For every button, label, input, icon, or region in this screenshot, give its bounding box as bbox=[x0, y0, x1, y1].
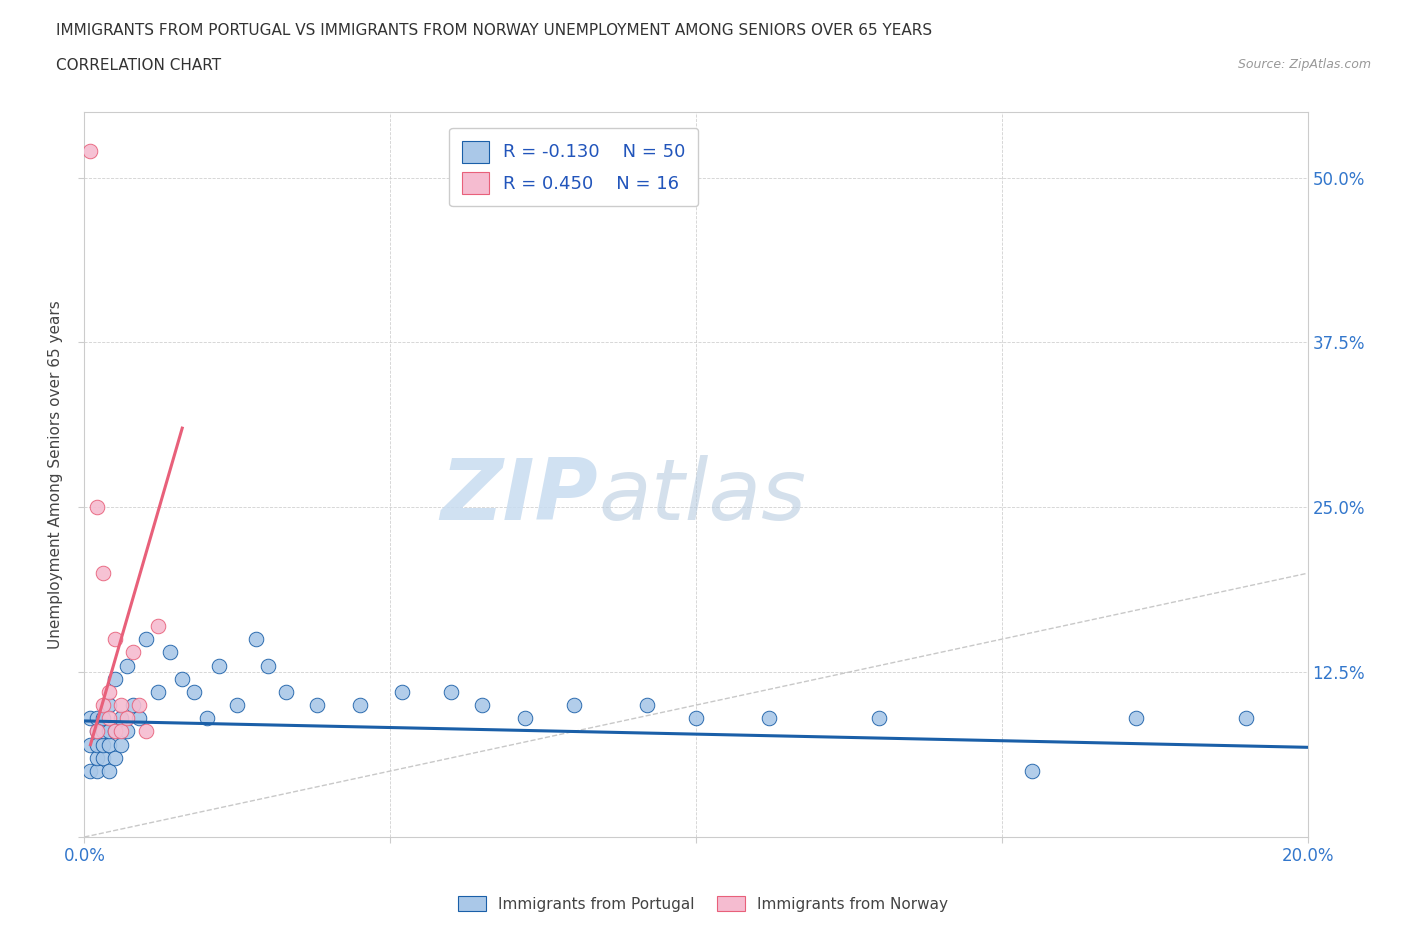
Point bbox=[562, 698, 585, 712]
Point bbox=[79, 764, 101, 778]
Point bbox=[115, 724, 138, 739]
Point bbox=[391, 684, 413, 699]
Point bbox=[276, 684, 298, 699]
Text: Source: ZipAtlas.com: Source: ZipAtlas.com bbox=[1237, 58, 1371, 71]
Point bbox=[159, 644, 181, 659]
Point bbox=[110, 698, 132, 712]
Point bbox=[122, 698, 145, 712]
Point bbox=[97, 724, 120, 739]
Point bbox=[1125, 711, 1147, 725]
Legend: R = -0.130    N = 50, R = 0.450    N = 16: R = -0.130 N = 50, R = 0.450 N = 16 bbox=[449, 128, 699, 206]
Point bbox=[636, 698, 658, 712]
Point bbox=[97, 698, 120, 712]
Point bbox=[110, 737, 132, 752]
Point bbox=[91, 724, 114, 739]
Point bbox=[115, 711, 138, 725]
Point bbox=[91, 698, 114, 712]
Point bbox=[245, 631, 267, 646]
Point bbox=[122, 644, 145, 659]
Point bbox=[104, 724, 127, 739]
Point bbox=[349, 698, 371, 712]
Point bbox=[128, 698, 150, 712]
Point bbox=[97, 764, 120, 778]
Point bbox=[1236, 711, 1258, 725]
Point bbox=[513, 711, 536, 725]
Point bbox=[91, 565, 114, 580]
Point bbox=[440, 684, 463, 699]
Y-axis label: Unemployment Among Seniors over 65 years: Unemployment Among Seniors over 65 years bbox=[48, 300, 63, 649]
Text: atlas: atlas bbox=[598, 455, 806, 538]
Point bbox=[97, 737, 120, 752]
Point bbox=[86, 737, 108, 752]
Point bbox=[1021, 764, 1043, 778]
Point bbox=[128, 711, 150, 725]
Point bbox=[208, 658, 231, 673]
Point bbox=[110, 711, 132, 725]
Point bbox=[305, 698, 328, 712]
Point bbox=[685, 711, 707, 725]
Point bbox=[104, 631, 127, 646]
Point bbox=[869, 711, 891, 725]
Text: ZIP: ZIP bbox=[440, 455, 598, 538]
Point bbox=[226, 698, 249, 712]
Point bbox=[79, 711, 101, 725]
Point bbox=[110, 724, 132, 739]
Point bbox=[91, 751, 114, 765]
Point bbox=[86, 724, 108, 739]
Point bbox=[115, 658, 138, 673]
Point bbox=[135, 724, 157, 739]
Point bbox=[104, 671, 127, 686]
Point bbox=[79, 737, 101, 752]
Point bbox=[79, 144, 101, 159]
Point bbox=[146, 684, 169, 699]
Point bbox=[86, 711, 108, 725]
Point bbox=[91, 711, 114, 725]
Legend: Immigrants from Portugal, Immigrants from Norway: Immigrants from Portugal, Immigrants fro… bbox=[451, 889, 955, 918]
Point bbox=[104, 724, 127, 739]
Text: CORRELATION CHART: CORRELATION CHART bbox=[56, 58, 221, 73]
Point bbox=[758, 711, 780, 725]
Point bbox=[257, 658, 280, 673]
Point bbox=[86, 499, 108, 514]
Point bbox=[183, 684, 205, 699]
Point bbox=[135, 631, 157, 646]
Point bbox=[104, 751, 127, 765]
Point bbox=[86, 724, 108, 739]
Point bbox=[195, 711, 218, 725]
Point bbox=[172, 671, 194, 686]
Text: IMMIGRANTS FROM PORTUGAL VS IMMIGRANTS FROM NORWAY UNEMPLOYMENT AMONG SENIORS OV: IMMIGRANTS FROM PORTUGAL VS IMMIGRANTS F… bbox=[56, 23, 932, 38]
Point bbox=[86, 764, 108, 778]
Point bbox=[97, 711, 120, 725]
Point bbox=[91, 737, 114, 752]
Point bbox=[97, 684, 120, 699]
Point bbox=[146, 618, 169, 633]
Point bbox=[86, 751, 108, 765]
Point bbox=[471, 698, 494, 712]
